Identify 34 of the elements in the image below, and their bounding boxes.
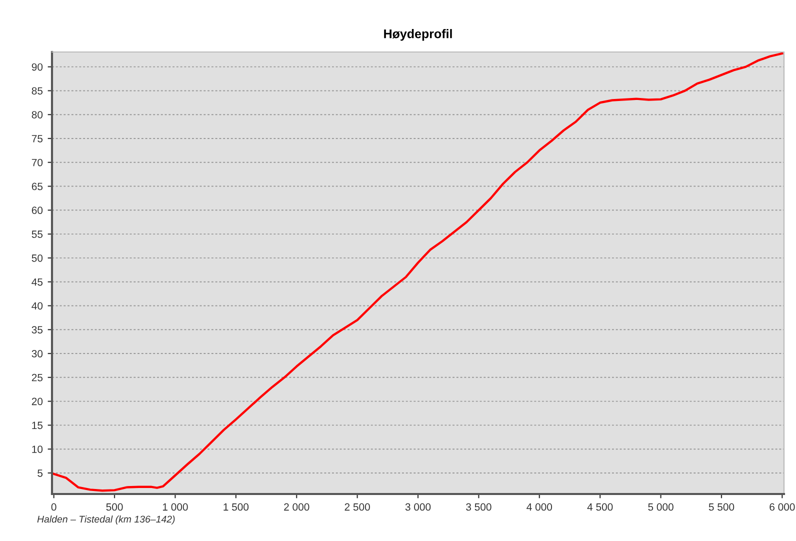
y-tick-label: 30 (32, 350, 43, 358)
x-tick-label: 4 000 (526, 503, 552, 511)
y-tick-label: 45 (32, 278, 43, 286)
y-tick-label: 10 (32, 446, 43, 453)
x-tick-label: 3 500 (466, 503, 492, 511)
x-tick-label: 6 000 (770, 503, 795, 511)
x-tick-label: 5 500 (708, 503, 734, 511)
y-tick-label: 15 (32, 422, 43, 430)
chart-title: Høydeprofil (384, 29, 452, 41)
y-tick-label: 25 (32, 374, 43, 382)
y-tick-label: 75 (32, 135, 43, 142)
y-tick-label: 65 (32, 182, 43, 190)
x-tick-label: 0 (51, 503, 56, 511)
y-tick-label: 90 (32, 63, 43, 71)
y-tick-label: 5 (38, 470, 43, 477)
y-tick-label: 80 (32, 111, 43, 118)
x-tick-label: 5 000 (648, 503, 674, 511)
y-tick-label: 85 (32, 87, 43, 95)
y-tick-label: 55 (32, 230, 43, 238)
x-tick-label: 2 000 (284, 503, 310, 511)
line-series (52, 52, 784, 492)
x-tick-label: 4 500 (587, 503, 613, 511)
y-tick-label: 35 (32, 326, 43, 334)
x-tick-label: 1 000 (162, 503, 188, 511)
y-tick-label: 70 (32, 158, 43, 166)
text: Halden – Tistedal (km 136–142) (37, 515, 175, 525)
y-tick-label: 60 (32, 206, 43, 214)
y-tick-label: 20 (32, 398, 43, 406)
x-tick-label: 1 500 (224, 503, 249, 511)
y-tick-label: 40 (32, 302, 43, 310)
x-tick-label: 2 500 (344, 503, 370, 511)
y-tick-label: 50 (32, 254, 43, 262)
x-tick-label: 3 000 (405, 503, 431, 511)
x-tick-label: 500 (106, 503, 123, 511)
